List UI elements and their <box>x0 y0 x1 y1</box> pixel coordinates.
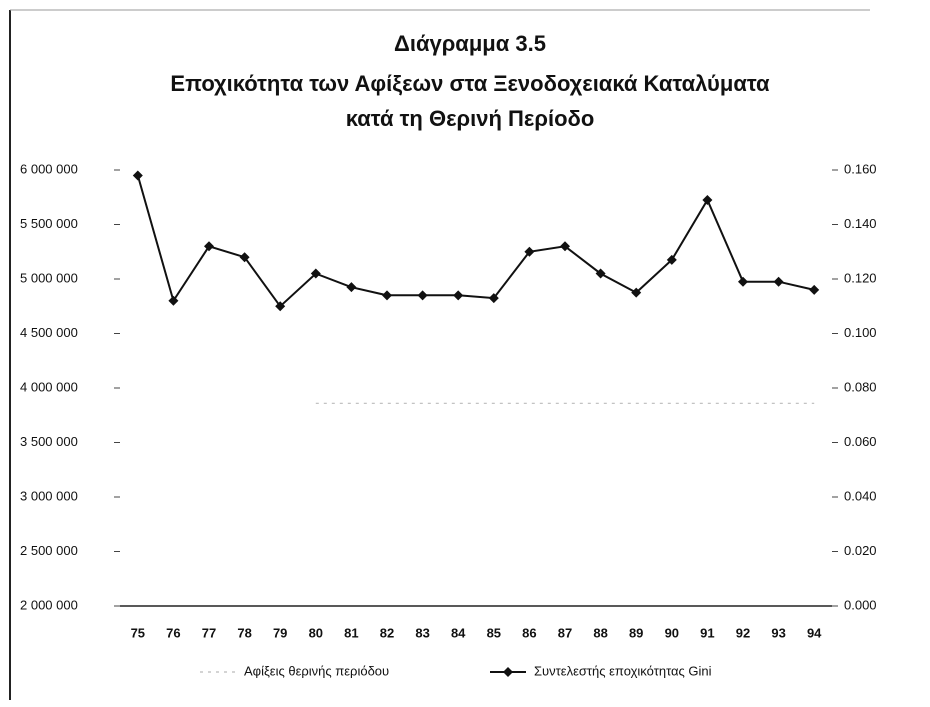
data-point <box>239 252 250 263</box>
y-tick-label: 2 000 000 <box>20 597 78 612</box>
x-tick-label: 91 <box>700 625 714 640</box>
data-point <box>310 268 321 279</box>
y-tick-label: 3 000 000 <box>20 488 78 503</box>
y2-tick-label: 0.080 <box>844 379 877 394</box>
x-tick-label: 92 <box>736 625 750 640</box>
y-tick-label: 5 000 000 <box>20 270 78 285</box>
data-point <box>702 194 713 205</box>
x-tick-label: 90 <box>665 625 679 640</box>
data-point <box>346 282 357 293</box>
x-tick-label: 76 <box>166 625 180 640</box>
x-tick-label: 80 <box>309 625 323 640</box>
y-tick-label: 4 500 000 <box>20 325 78 340</box>
data-point <box>560 241 570 252</box>
y2-tick-label: 0.120 <box>844 270 877 285</box>
y2-tick-label: 0.000 <box>844 597 877 612</box>
data-point <box>666 254 677 265</box>
data-point <box>809 284 820 295</box>
x-tick-label: 88 <box>593 625 607 640</box>
x-tick-label: 87 <box>558 625 572 640</box>
data-point <box>524 246 535 257</box>
data-point <box>132 170 143 181</box>
legend-marker <box>503 667 513 677</box>
data-point <box>773 276 784 287</box>
x-tick-label: 85 <box>487 625 501 640</box>
legend-label: Συντελεστής εποχικότητας Gini <box>534 663 712 678</box>
x-tick-label: 83 <box>415 625 429 640</box>
y2-tick-label: 0.100 <box>844 325 877 340</box>
x-tick-label: 84 <box>451 625 466 640</box>
y-tick-label: 5 500 000 <box>20 216 78 231</box>
x-tick-label: 79 <box>273 625 287 640</box>
x-tick-label: 81 <box>344 625 358 640</box>
x-tick-label: 86 <box>522 625 536 640</box>
data-point <box>168 295 179 306</box>
data-point <box>275 301 286 312</box>
data-point <box>453 290 464 301</box>
x-tick-label: 89 <box>629 625 643 640</box>
data-point <box>595 268 606 279</box>
chart-subtitle: Εποχικότητα των Αφίξεων στα Ξενοδοχειακά… <box>170 71 770 96</box>
chart-title: Διάγραμμα 3.5 <box>394 31 546 56</box>
y2-tick-label: 0.020 <box>844 543 877 558</box>
x-tick-label: 93 <box>771 625 785 640</box>
x-tick-label: 94 <box>807 625 822 640</box>
y-tick-label: 3 500 000 <box>20 434 78 449</box>
chart-subtitle: κατά τη Θερινή Περίοδο <box>346 106 595 131</box>
x-tick-label: 77 <box>202 625 216 640</box>
x-tick-label: 75 <box>131 625 145 640</box>
data-point <box>631 287 642 298</box>
y-tick-label: 6 000 000 <box>20 161 78 176</box>
legend-label: Αφίξεις θερινής περιόδου <box>244 663 389 678</box>
data-point <box>382 290 392 301</box>
y2-tick-label: 0.140 <box>844 216 877 231</box>
y2-tick-label: 0.040 <box>844 488 877 503</box>
x-tick-label: 78 <box>237 625 251 640</box>
data-point <box>417 290 428 301</box>
y-tick-label: 4 000 000 <box>20 379 78 394</box>
data-point <box>204 241 214 252</box>
x-tick-label: 82 <box>380 625 394 640</box>
data-point <box>488 293 499 304</box>
series-line <box>136 175 815 308</box>
data-point <box>738 276 748 287</box>
y2-tick-label: 0.160 <box>844 161 877 176</box>
y-tick-label: 2 500 000 <box>20 543 78 558</box>
y2-tick-label: 0.060 <box>844 434 877 449</box>
